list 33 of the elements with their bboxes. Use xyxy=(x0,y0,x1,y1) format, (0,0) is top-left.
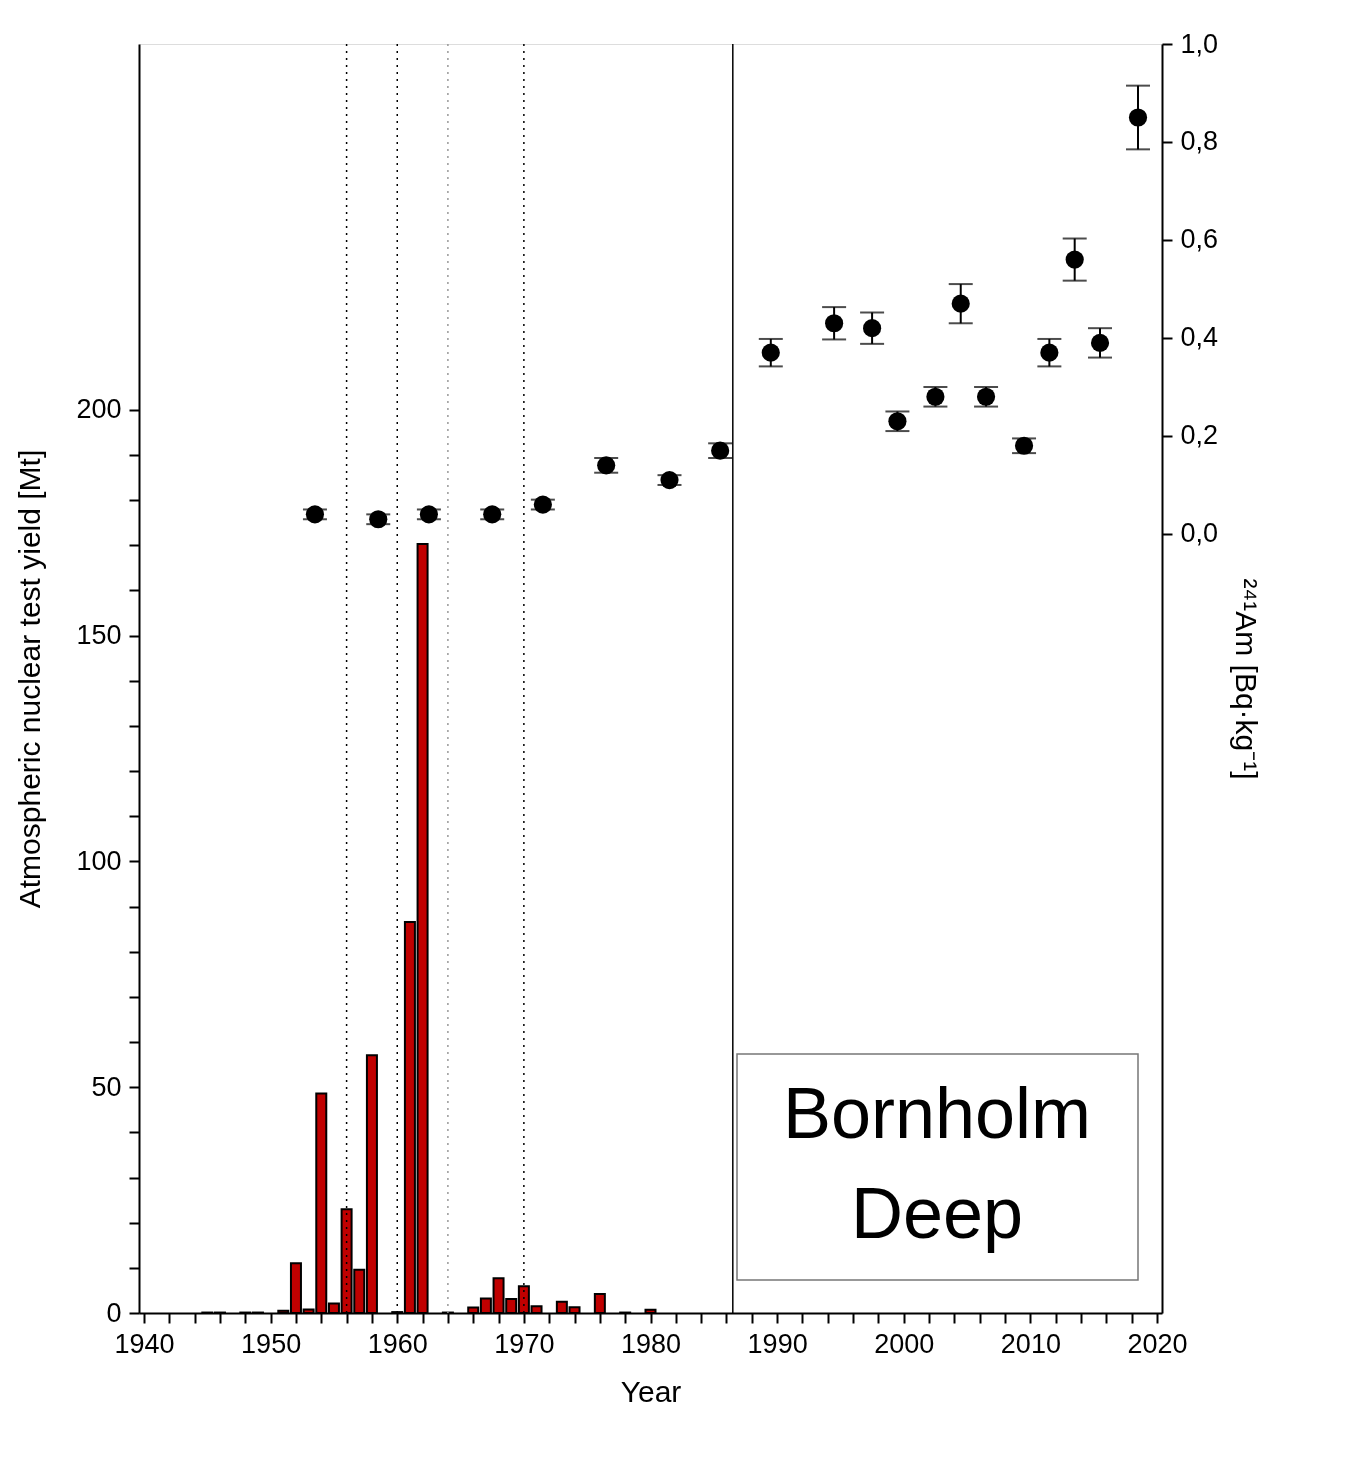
y2-tick-label: 0,6 xyxy=(1180,224,1219,255)
y2-tick-label: 0,4 xyxy=(1180,322,1219,353)
x-tick-label: 2020 xyxy=(1127,1328,1188,1359)
point xyxy=(1090,333,1110,352)
y-axis-title: Atmospheric nuclear test yield [Mt] xyxy=(13,449,47,909)
y2-axis-title: ²⁴¹Am [Bq·kg⁻¹] xyxy=(1230,578,1264,780)
x-tick-label: 1940 xyxy=(114,1328,175,1359)
x-tick-label: 1950 xyxy=(241,1328,302,1359)
x-tick-label: 2000 xyxy=(874,1328,935,1359)
y-tick-label: 100 xyxy=(76,845,122,876)
y-tick-label: 150 xyxy=(76,620,122,651)
x-tick-label: 1970 xyxy=(494,1328,555,1359)
point xyxy=(951,294,970,313)
y-tick-label: 0 xyxy=(106,1297,122,1328)
point xyxy=(660,471,679,490)
y2-tick-label: 0,8 xyxy=(1180,126,1219,157)
y-tick-label: 200 xyxy=(76,394,122,425)
point xyxy=(1040,343,1059,362)
y2-tick-label: 0,2 xyxy=(1180,420,1219,451)
point xyxy=(1065,250,1084,269)
point xyxy=(825,314,844,333)
x-axis-title: Year xyxy=(620,1374,682,1408)
x-tick-label: 1960 xyxy=(367,1328,428,1359)
annotation: Bornholm Deep xyxy=(782,1073,1092,1253)
x-tick-label: 1980 xyxy=(620,1328,682,1359)
y2-tick-label: 1,0 xyxy=(1180,28,1219,59)
point xyxy=(863,319,882,338)
point xyxy=(1128,108,1148,127)
y2-tick-label: 0,0 xyxy=(1180,518,1219,549)
point xyxy=(761,343,780,362)
y-tick-label: 50 xyxy=(91,1071,122,1102)
x-tick-label: 2010 xyxy=(1000,1328,1061,1359)
x-tick-label: 1990 xyxy=(747,1328,808,1359)
